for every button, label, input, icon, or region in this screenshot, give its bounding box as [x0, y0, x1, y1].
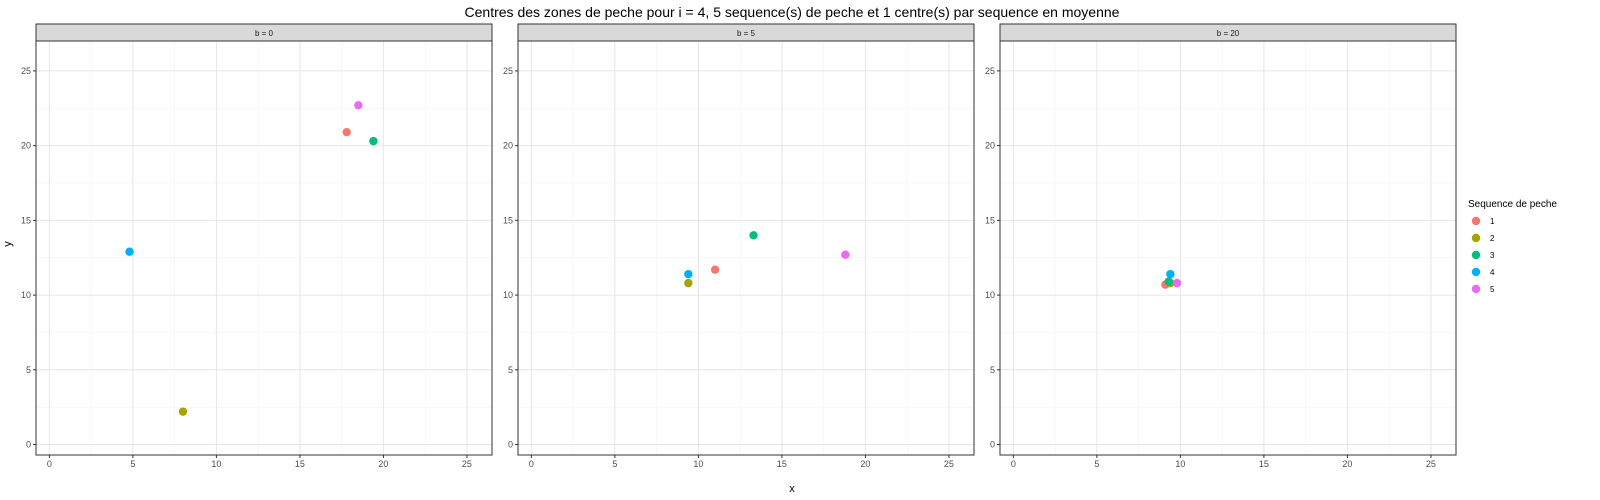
y-tick-label: 10: [21, 290, 31, 300]
y-tick-label: 0: [508, 440, 513, 450]
legend: Sequence de peche 1 2 3 4 5: [1468, 199, 1557, 294]
facet-strip-label: b = 20: [1217, 29, 1240, 38]
x-tick-label: 25: [944, 459, 954, 469]
y-tick-label: 25: [503, 66, 513, 76]
x-tick-label: 10: [693, 459, 703, 469]
y-tick-label: 15: [503, 215, 513, 225]
x-tick-label: 15: [777, 459, 787, 469]
x-tick-label: 20: [860, 459, 870, 469]
x-tick-label: 5: [612, 459, 617, 469]
y-tick-label: 20: [21, 141, 31, 151]
x-tick-label: 20: [1342, 459, 1352, 469]
legend-label-1: 1: [1490, 217, 1495, 226]
data-point-series-4: [1166, 269, 1175, 279]
facet-strip: [999, 23, 1457, 42]
facet-strip: [35, 23, 493, 42]
legend-key-3: [1471, 250, 1481, 260]
y-tick-label: 20: [985, 141, 995, 151]
legend-label-4: 4: [1490, 268, 1495, 277]
data-point-series-3: [749, 231, 758, 240]
x-tick-label: 10: [211, 459, 221, 469]
y-tick-label: 5: [990, 365, 995, 375]
data-point-series-1: [342, 127, 351, 137]
y-tick-label: 5: [508, 365, 513, 375]
x-tick-label: 15: [295, 459, 305, 469]
x-tick-label: 0: [529, 459, 534, 469]
data-point-series-4: [684, 269, 693, 279]
data-point-series-2: [684, 278, 693, 288]
facet-strip-label: b = 5: [737, 29, 756, 38]
facet-strip: [517, 23, 975, 42]
facet-strip-label: b = 0: [255, 29, 274, 38]
x-tick-label: 5: [1094, 459, 1099, 469]
y-tick-label: 0: [26, 440, 31, 450]
panel-background: [518, 41, 974, 455]
panel-1: 0 5 10 15 20 25 0 5 10 15 20 25 b = 0: [21, 23, 493, 469]
x-tick-label: 20: [378, 459, 388, 469]
panel-3: 0 5 10 15 20 25 0 5 10 15 20 25 b = 20: [985, 23, 1457, 469]
legend-title: Sequence de peche: [1468, 199, 1557, 210]
legend-label-5: 5: [1490, 285, 1495, 294]
data-point-series-1: [710, 265, 720, 274]
chart-title: Centres des zones de peche pour i = 4, 5…: [465, 4, 1120, 20]
panel-background: [36, 41, 492, 455]
data-point-series-3: [1164, 277, 1173, 286]
data-point-series-5: [841, 250, 850, 259]
y-tick-label: 20: [503, 141, 513, 151]
legend-key-2: [1471, 233, 1481, 243]
data-point-series-5: [354, 101, 363, 110]
y-tick-label: 25: [21, 66, 31, 76]
legend-key-5: [1471, 284, 1481, 294]
data-point-series-5: [1172, 278, 1182, 288]
legend-label-3: 3: [1490, 251, 1495, 260]
y-tick-label: 10: [503, 290, 513, 300]
y-tick-label: 10: [985, 290, 995, 300]
legend-label-2: 2: [1490, 234, 1495, 243]
y-tick-label: 15: [985, 215, 995, 225]
panel-2: 0 5 10 15 20 25 0 5 10 15 20 25 b = 5: [503, 23, 975, 469]
y-tick-label: 0: [990, 440, 995, 450]
y-axis-title: y: [2, 241, 14, 247]
x-tick-label: 10: [1175, 459, 1185, 469]
y-tick-label: 5: [26, 365, 31, 375]
y-tick-label: 25: [985, 66, 995, 76]
data-point-series-2: [178, 407, 188, 416]
y-tick-label: 15: [21, 215, 31, 225]
x-axis-title: x: [789, 483, 795, 495]
data-point-series-4: [125, 247, 134, 256]
x-tick-label: 5: [130, 459, 135, 469]
x-tick-label: 0: [47, 459, 52, 469]
panels-group: 0 5 10 15 20 25 0 5 10 15 20 25 b = 0 0 5 10 15 20 25 0 5 10 1…: [21, 23, 1457, 469]
x-tick-label: 25: [1426, 459, 1436, 469]
legend-key-4: [1471, 267, 1481, 277]
x-tick-label: 15: [1259, 459, 1269, 469]
x-tick-label: 25: [462, 459, 472, 469]
x-tick-label: 0: [1011, 459, 1016, 469]
legend-key-1: [1471, 216, 1481, 226]
data-point-series-3: [369, 136, 378, 146]
panel-background: [1000, 41, 1456, 455]
